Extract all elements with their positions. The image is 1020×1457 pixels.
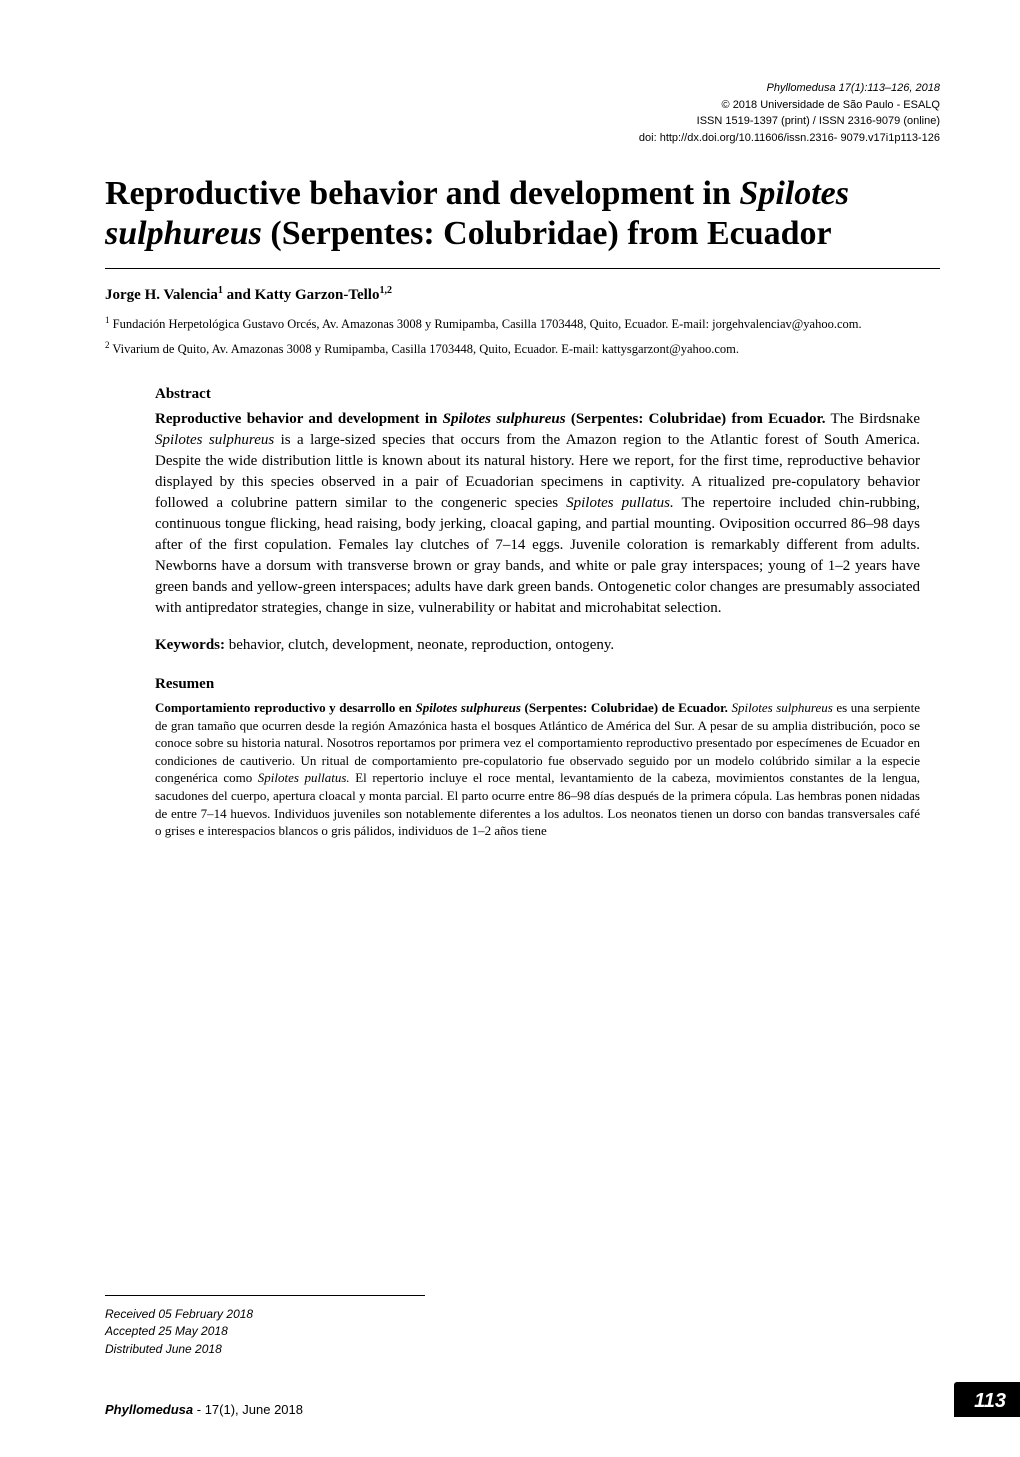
affil-1-text: Fundación Herpetológica Gustavo Orcés, A…: [110, 317, 862, 331]
affiliations: 1 Fundación Herpetológica Gustavo Orcés,…: [105, 314, 940, 358]
title-divider: [105, 268, 940, 269]
article-title: Reproductive behavior and development in…: [105, 174, 940, 254]
resumen-heading: Resumen: [155, 676, 920, 693]
received-date: Received 05 February 2018: [105, 1306, 940, 1323]
abstract-body: Reproductive behavior and development in…: [155, 409, 920, 619]
author-2-sup: 1,2: [379, 285, 392, 296]
issn: ISSN 1519-1397 (print) / ISSN 2316-9079 …: [105, 113, 940, 130]
footer-bottom: Phyllomedusa - 17(1), June 2018 113: [105, 1382, 940, 1417]
keywords-text: behavior, clutch, development, neonate, …: [225, 637, 614, 653]
keywords: Keywords: behavior, clutch, development,…: [155, 635, 920, 656]
page-number: 113: [954, 1382, 1020, 1417]
affil-2-text: Vivarium de Quito, Av. Amazonas 3008 y R…: [110, 342, 740, 356]
footer-dates: Received 05 February 2018 Accepted 25 Ma…: [105, 1306, 940, 1358]
affiliation-2: 2 Vivarium de Quito, Av. Amazonas 3008 y…: [105, 339, 940, 358]
footer: Received 05 February 2018 Accepted 25 Ma…: [105, 1295, 940, 1417]
accepted-date: Accepted 25 May 2018: [105, 1323, 940, 1340]
affiliation-1: 1 Fundación Herpetológica Gustavo Orcés,…: [105, 314, 940, 333]
resumen-bold-title: Comportamiento reproductivo y desarrollo…: [155, 700, 728, 715]
journal-issue: Phyllomedusa 17(1):113–126, 2018: [767, 82, 940, 94]
authors: Jorge H. Valencia1 and Katty Garzon-Tell…: [105, 285, 940, 304]
keywords-label: Keywords:: [155, 637, 225, 653]
issue-info: - 17(1), June 2018: [193, 1402, 303, 1417]
title-suffix: (Serpentes: Colubridae) from Ecuador: [262, 215, 832, 252]
footer-divider: [105, 1295, 425, 1296]
copyright: © 2018 Universidade de São Paulo - ESALQ: [105, 97, 940, 114]
abstract-heading: Abstract: [155, 386, 920, 403]
doi: doi: http://dx.doi.org/10.11606/issn.231…: [105, 130, 940, 147]
distributed-date: Distributed June 2018: [105, 1341, 940, 1358]
author-and: and Katty Garzon-Tello: [223, 287, 380, 303]
abstract-section: Abstract Reproductive behavior and devel…: [155, 386, 920, 839]
abstract-bold-title: Reproductive behavior and development in…: [155, 411, 826, 427]
journal-footer: Phyllomedusa - 17(1), June 2018: [105, 1402, 303, 1417]
resumen-body: Comportamiento reproductivo y desarrollo…: [155, 699, 920, 839]
header-metadata: Phyllomedusa 17(1):113–126, 2018 © 2018 …: [105, 80, 940, 146]
title-prefix: Reproductive behavior and development in: [105, 175, 739, 212]
author-1: Jorge H. Valencia: [105, 287, 218, 303]
journal-name: Phyllomedusa: [105, 1402, 193, 1417]
